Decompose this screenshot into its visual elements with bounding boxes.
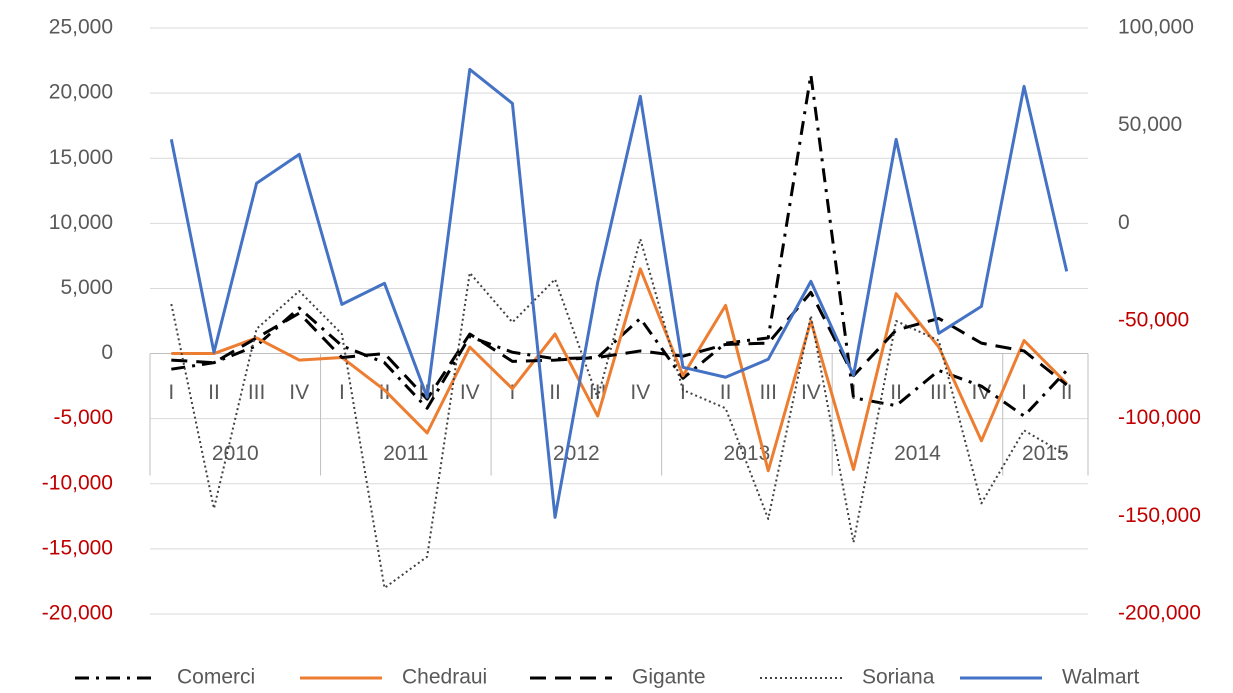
x-tick-label: II [720, 381, 732, 404]
legend-label: Soriana [862, 666, 935, 689]
y-tick-label: 15,000 [49, 146, 113, 169]
y-tick-label: -10,000 [42, 471, 113, 494]
x-tick-label: III [930, 381, 948, 404]
y2-tick-label: -200,000 [1118, 602, 1201, 625]
x-tick-label: IV [630, 381, 650, 404]
y2-tick-label: -50,000 [1118, 309, 1189, 332]
series-line [171, 267, 1068, 473]
x-group-label: 2014 [894, 442, 941, 465]
y-tick-label: 25,000 [49, 16, 113, 39]
y-tick-label: -5,000 [53, 406, 113, 429]
y2-tick-label: 100,000 [1118, 16, 1194, 39]
y2-tick-label: -100,000 [1118, 406, 1201, 429]
x-tick-label: II [549, 381, 561, 404]
y-tick-label: 20,000 [49, 81, 113, 104]
x-tick-label: II [379, 381, 391, 404]
series-line [169, 67, 1069, 519]
series-line [171, 290, 1068, 401]
y2-tick-label: 50,000 [1118, 113, 1182, 136]
x-tick-label: II [1061, 381, 1073, 404]
y-tick-label: -20,000 [42, 602, 113, 625]
y-tick-label: 5,000 [60, 276, 113, 299]
legend-label: Walmart [1062, 666, 1140, 689]
x-tick-label: IV [971, 381, 991, 404]
legend-label: Chedraui [402, 666, 487, 689]
x-group-label: 2015 [1022, 442, 1069, 465]
x-tick-label: I [1021, 381, 1027, 404]
x-tick-label: II [890, 381, 902, 404]
x-tick-label: I [339, 381, 345, 404]
legend-label: Comerci [177, 666, 255, 689]
x-group-label: 2013 [724, 442, 771, 465]
x-tick-label: IV [289, 381, 309, 404]
series-line [171, 73, 1068, 418]
x-group-label: 2012 [553, 442, 600, 465]
legend-label: Gigante [632, 666, 706, 689]
x-tick-label: III [248, 381, 266, 404]
y-tick-label: 0 [101, 341, 113, 364]
y-tick-label: 10,000 [49, 211, 113, 234]
x-group-label: 2011 [383, 442, 428, 465]
y2-tick-label: -150,000 [1118, 504, 1201, 527]
x-tick-label: IV [801, 381, 821, 404]
series-line [170, 237, 1068, 589]
x-tick-label: III [759, 381, 777, 404]
x-tick-label: I [509, 381, 515, 404]
x-tick-label: II [208, 381, 220, 404]
x-group-label: 2010 [212, 442, 259, 465]
y2-tick-label: 0 [1118, 211, 1130, 234]
y-tick-label: -15,000 [42, 536, 113, 559]
x-tick-label: I [168, 381, 174, 404]
x-tick-label: IV [460, 381, 480, 404]
x-tick-label: I [680, 381, 686, 404]
